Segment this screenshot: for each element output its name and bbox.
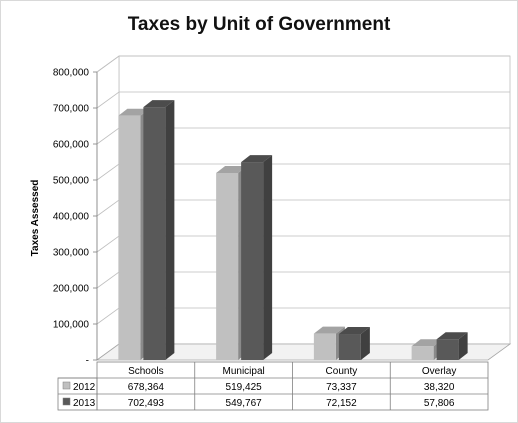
- data-label: 72,152: [326, 398, 357, 409]
- data-label: 57,806: [424, 398, 455, 409]
- y-tick-label: -: [86, 356, 89, 367]
- gridline: [96, 55, 510, 73]
- bar: [436, 332, 468, 360]
- bar-top: [313, 326, 345, 334]
- y-tick-label: 100,000: [53, 320, 90, 331]
- bar-top: [411, 339, 443, 347]
- bar-front: [436, 339, 459, 360]
- data-label: 702,493: [128, 398, 165, 409]
- bar-top: [241, 155, 273, 163]
- legend-swatch: [62, 381, 71, 390]
- data-label: 549,767: [226, 398, 263, 409]
- legend-entry: 2013: [73, 398, 96, 409]
- category-label: Municipal: [223, 366, 265, 377]
- y-tick-label: 600,000: [53, 140, 90, 151]
- bar-side: [458, 332, 468, 360]
- bar-front: [338, 334, 361, 360]
- legend-entry: 2012: [73, 382, 96, 393]
- bar-side: [360, 327, 370, 360]
- y-tick-label: 800,000: [53, 68, 90, 79]
- category-label: County: [326, 366, 358, 377]
- y-axis: - 100,000 200,000 300,000 400,000 500,000 600,…: [53, 68, 98, 367]
- bar-top: [436, 332, 468, 340]
- data-label: 678,364: [128, 382, 165, 393]
- bar-side: [263, 155, 273, 360]
- legend-swatch: [62, 397, 71, 406]
- bar: [338, 327, 370, 360]
- bar: [143, 100, 175, 360]
- y-axis-label: Taxes Assessed: [30, 180, 41, 257]
- data-label: 519,425: [226, 382, 263, 393]
- gridline: [96, 91, 510, 109]
- y-tick-label: 700,000: [53, 104, 90, 115]
- bar-front: [241, 162, 264, 360]
- y-tick-label: 400,000: [53, 212, 90, 223]
- data-label: 38,320: [424, 382, 455, 393]
- bar-front: [313, 333, 336, 360]
- data-label: 73,337: [326, 382, 357, 393]
- bar-top: [338, 327, 370, 335]
- bar-front: [411, 346, 434, 360]
- y-tick-label: 300,000: [53, 248, 90, 259]
- category-label: Schools: [128, 366, 164, 377]
- bar-top: [216, 166, 248, 174]
- y-tick-label: 200,000: [53, 284, 90, 295]
- data-table: Schools Municipal County Overlay 2012 678,364…: [57, 361, 489, 411]
- y-tick-label: 500,000: [53, 176, 90, 187]
- bar-side: [165, 100, 175, 360]
- chart-title: Taxes by Unit of Government: [128, 14, 391, 35]
- bar: [241, 155, 273, 360]
- category-label: Overlay: [422, 366, 456, 377]
- bar-top: [143, 100, 175, 108]
- bar-top: [118, 108, 150, 116]
- bar-front: [143, 107, 166, 360]
- bars: [118, 100, 468, 360]
- bar-front: [216, 173, 239, 360]
- bar-front: [118, 115, 141, 360]
